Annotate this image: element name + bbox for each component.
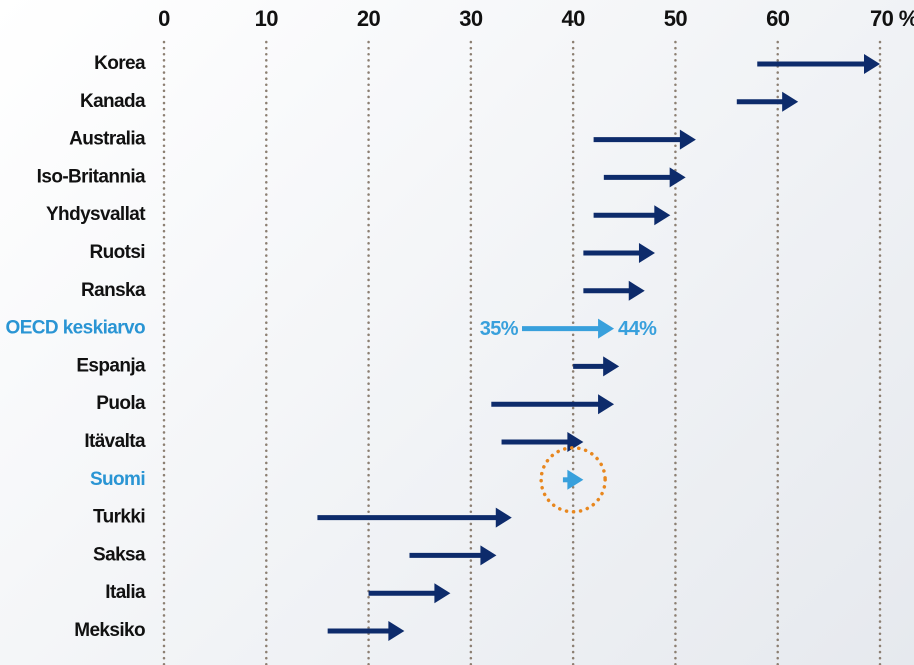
arrow-head — [567, 432, 584, 452]
x-tick-label: 30 — [459, 6, 483, 31]
arrow-head — [603, 356, 620, 377]
category-label: OECD keskiarvo — [6, 318, 145, 339]
category-label: Puola — [96, 393, 146, 414]
arrow-head — [598, 394, 615, 415]
category-label: Saksa — [93, 544, 146, 565]
x-tick-label: 20 — [357, 6, 381, 31]
x-tick-label: 10 — [255, 6, 279, 31]
arrow-head — [638, 243, 655, 263]
category-label: Yhdysvallat — [46, 204, 146, 225]
arrow-head — [388, 621, 405, 641]
start-value-label: 35% — [480, 318, 519, 340]
arrow-head — [495, 507, 512, 528]
category-label: Korea — [94, 53, 146, 74]
category-label: Meksiko — [74, 620, 145, 641]
x-tick-label: 0 — [158, 6, 170, 31]
arrow-head — [782, 91, 799, 112]
arrow-head — [480, 545, 497, 566]
x-tick-label: 70 % — [870, 6, 914, 31]
arrow-head — [669, 167, 686, 188]
arrow-head — [628, 280, 645, 301]
category-label: Itävalta — [84, 431, 146, 452]
arrow-head — [864, 54, 880, 74]
arrow-head — [567, 469, 584, 490]
x-tick-label: 40 — [562, 6, 586, 31]
arrow-head — [654, 205, 671, 226]
x-tick-label: 50 — [664, 6, 688, 31]
category-label: Australia — [69, 129, 146, 150]
x-tick-label: 60 — [766, 6, 790, 31]
category-label: Espanja — [76, 355, 146, 376]
category-label: Suomi — [90, 469, 145, 490]
category-label: Ruotsi — [89, 242, 145, 263]
category-label: Iso-Britannia — [37, 166, 146, 187]
end-value-label: 44% — [618, 318, 657, 340]
category-label: Turkki — [93, 507, 145, 528]
highlight-circle — [539, 446, 607, 514]
arrow-head — [679, 129, 696, 150]
arrow-head — [434, 583, 451, 604]
category-label: Kanada — [80, 91, 146, 112]
category-label: Italia — [105, 582, 146, 603]
category-label: Ranska — [81, 280, 146, 301]
arrow-head — [598, 318, 615, 339]
